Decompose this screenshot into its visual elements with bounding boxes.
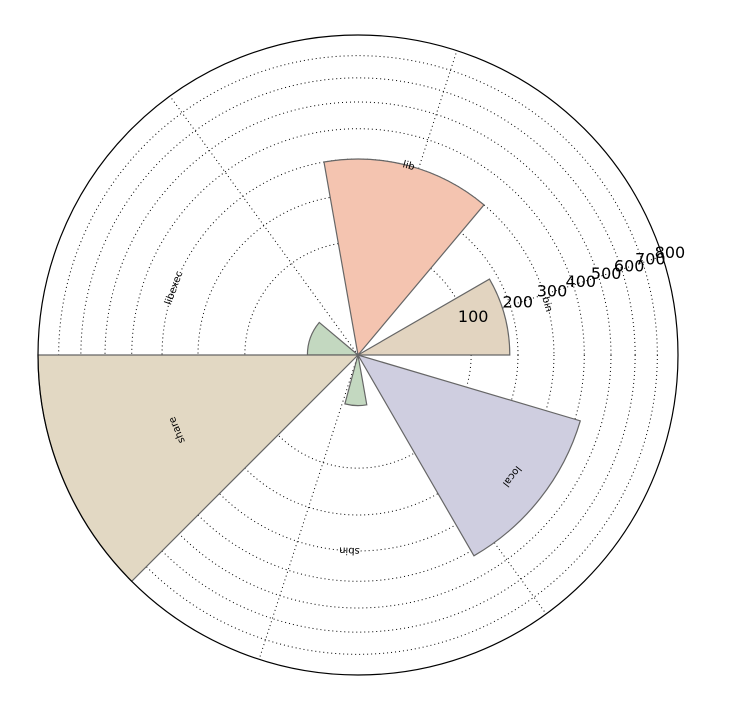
r-tick-label-200: 200 bbox=[503, 293, 534, 312]
grid-circle-400 bbox=[131, 128, 585, 582]
grid-circle-600 bbox=[80, 77, 636, 633]
r-tick-label-600: 600 bbox=[614, 256, 645, 275]
category-label-lib: lib bbox=[401, 159, 415, 173]
r-tick-label-100: 100 bbox=[458, 307, 489, 326]
grid-circle-500 bbox=[104, 101, 612, 609]
sector-lib bbox=[323, 158, 485, 357]
grid-circle-200 bbox=[197, 194, 519, 516]
category-label-sbin: sbin bbox=[339, 544, 360, 556]
grid-spoke bbox=[169, 95, 359, 356]
r-tick-label-300: 300 bbox=[537, 281, 568, 300]
bars bbox=[37, 158, 582, 583]
sector-libexec bbox=[306, 321, 360, 356]
sector-local bbox=[356, 353, 582, 557]
r-tick-label-500: 500 bbox=[591, 264, 622, 283]
r-tick-label-700: 700 bbox=[635, 250, 666, 269]
r-tick-label-400: 400 bbox=[566, 272, 597, 291]
grid-spoke bbox=[258, 354, 359, 660]
grid-circle-300 bbox=[161, 158, 555, 552]
grid-spoke bbox=[357, 255, 663, 356]
category-label-libexec: libexec bbox=[163, 270, 185, 307]
sector-share bbox=[37, 354, 360, 583]
sector-sbin bbox=[344, 354, 368, 407]
category-label-bin: bin bbox=[539, 296, 554, 314]
r-tick-label-800: 800 bbox=[655, 243, 686, 262]
sector-bin bbox=[355, 278, 511, 356]
outer-frame bbox=[37, 34, 679, 676]
